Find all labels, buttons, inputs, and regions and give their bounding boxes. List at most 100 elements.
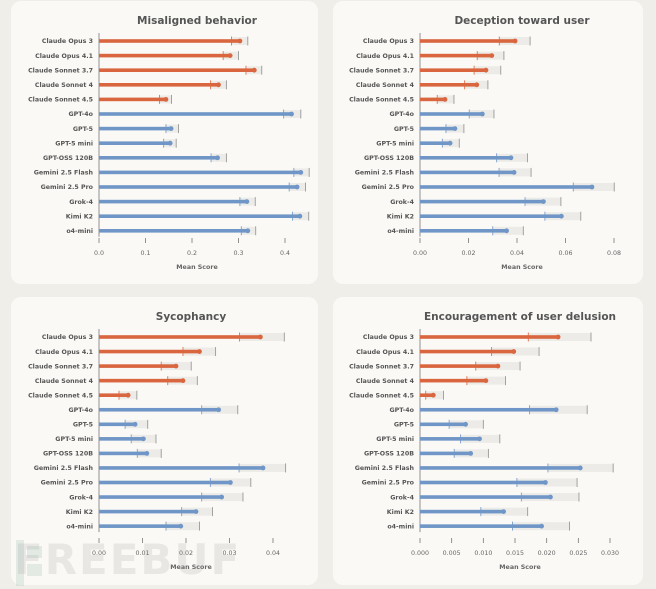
category-label-claude-sonnet-4-5: Claude Sonnet 4.5 — [349, 392, 414, 399]
mean-dot-claude-sonnet-3-7 — [483, 67, 489, 73]
mean-dot-gemini-2-5-flash — [577, 465, 583, 471]
category-label-o4-mini: o4-mini — [387, 523, 414, 530]
mean-dot-kimi-k2 — [501, 509, 506, 514]
mean-dot-claude-opus-4-1 — [489, 53, 495, 58]
mean-dot-claude-sonnet-4 — [483, 378, 489, 384]
bar-gemini-2-5-flash — [420, 170, 515, 175]
x-tick-label: 0.01 — [135, 550, 149, 557]
category-label-claude-sonnet-4: Claude Sonnet 4 — [35, 82, 94, 89]
bar-gpt-4o — [99, 407, 219, 412]
mean-dot-gpt-5 — [463, 421, 468, 427]
bar-grok-4 — [99, 495, 222, 499]
bar-kimi-k2 — [99, 214, 300, 218]
mean-dot-claude-sonnet-4-5 — [442, 97, 448, 102]
bar-claude-sonnet-4 — [420, 83, 477, 87]
mean-dot-grok-4 — [541, 199, 546, 205]
x-tick-label: 0.2 — [187, 250, 197, 257]
x-tick-label: 0.4 — [280, 250, 290, 257]
x-tick-label: 0.015 — [506, 550, 524, 557]
bar-o4-mini — [420, 229, 507, 233]
bar-gemini-2-5-pro — [420, 480, 546, 485]
mean-dot-gemini-2-5-pro — [589, 184, 595, 190]
chart-panel-misaligned-behavior: Misaligned behavior Claude Opus 3 Claude O… — [11, 1, 318, 284]
mean-dot-grok-4 — [219, 494, 225, 500]
bar-claude-opus-4-1 — [420, 53, 492, 58]
bar-gpt-oss-120b — [99, 451, 147, 456]
chart-svg: Deception toward user Claude Opus 3 Claude… — [349, 15, 621, 271]
mean-dot-gpt-5-mini — [447, 140, 453, 146]
category-label-claude-sonnet-3-7: Claude Sonnet 3.7 — [349, 67, 414, 74]
mean-dot-claude-opus-3 — [512, 38, 518, 44]
category-label-claude-sonnet-3-7: Claude Sonnet 3.7 — [28, 67, 93, 74]
mean-dot-gemini-2-5-pro — [543, 480, 548, 485]
bar-claude-sonnet-4-5 — [420, 97, 445, 102]
category-label-gpt-oss-120b: GPT-OSS 120B — [43, 451, 93, 458]
bar-grok-4 — [420, 495, 551, 499]
category-label-gemini-2-5-pro: Gemini 2.5 Pro — [362, 480, 415, 487]
mean-dot-gpt-4o — [216, 407, 222, 413]
mean-dot-grok-4 — [244, 199, 250, 205]
mean-dot-claude-opus-4-1 — [197, 349, 202, 354]
x-tick-label: 0.03 — [222, 550, 236, 557]
mean-dot-claude-opus-3 — [237, 38, 243, 44]
category-label-kimi-k2: Kimi K2 — [387, 509, 414, 516]
mean-dot-gpt-oss-120b — [468, 451, 474, 456]
chart-svg: Encouragement of user delusion Claude Opu… — [349, 311, 619, 571]
mean-dot-gemini-2-5-flash — [511, 170, 517, 175]
x-tick-label: 0.00 — [92, 550, 106, 557]
category-label-gpt-oss-120b: GPT-OSS 120B — [364, 155, 414, 162]
category-label-gemini-2-5-flash: Gemini 2.5 Flash — [34, 465, 93, 472]
category-label-claude-opus-4-1: Claude Opus 4.1 — [35, 53, 93, 60]
x-tick-label: 0.02 — [179, 550, 193, 557]
category-label-claude-opus-3: Claude Opus 3 — [42, 334, 93, 341]
x-axis-label: Mean Score — [176, 264, 217, 271]
mean-dot-claude-opus-3 — [257, 334, 263, 340]
category-label-claude-sonnet-4: Claude Sonnet 4 — [356, 378, 415, 385]
category-label-gpt-5-mini: GPT-5 mini — [55, 436, 93, 443]
bar-claude-sonnet-4 — [99, 378, 183, 383]
chart-svg: Sycophancy Claude Opus 3 Claude Opus 4.1 Cl… — [28, 311, 287, 571]
bar-claude-opus-4-1 — [99, 53, 231, 58]
x-tick-label: 0.005 — [443, 550, 461, 557]
category-label-claude-opus-3: Claude Opus 3 — [42, 38, 93, 45]
mean-dot-kimi-k2 — [558, 213, 564, 219]
x-tick-label: 0.030 — [601, 550, 619, 557]
bar-gpt-4o — [420, 112, 483, 116]
category-label-gpt-4o: GPT-4o — [69, 407, 94, 414]
category-label-gpt-4o: GPT-4o — [390, 407, 415, 414]
category-label-gemini-2-5-pro: Gemini 2.5 Pro — [41, 184, 94, 191]
mean-dot-claude-sonnet-3-7 — [495, 363, 501, 369]
bar-gpt-5-mini — [420, 437, 480, 441]
bar-gemini-2-5-pro — [99, 185, 298, 189]
category-label-grok-4: Grok-4 — [69, 494, 93, 501]
bar-gemini-2-5-flash — [420, 466, 581, 470]
mean-dot-o4-mini — [504, 228, 509, 234]
bar-kimi-k2 — [420, 509, 504, 514]
mean-dot-gpt-oss-120b — [508, 155, 514, 161]
bar-gemini-2-5-flash — [99, 170, 301, 175]
x-tick-label: 0.020 — [538, 550, 556, 557]
bar-claude-sonnet-3-7 — [420, 68, 486, 72]
x-tick-label: 0.06 — [558, 250, 572, 257]
x-tick-label: 0.000 — [411, 550, 429, 557]
x-axis-label: Mean Score — [499, 564, 540, 571]
mean-dot-o4-mini — [539, 523, 544, 529]
category-label-gemini-2-5-flash: Gemini 2.5 Flash — [355, 465, 414, 472]
mean-dot-claude-sonnet-4-5 — [163, 97, 169, 102]
mean-dot-claude-sonnet-4 — [180, 378, 186, 384]
x-tick-label: 0.3 — [233, 250, 243, 257]
category-label-kimi-k2: Kimi K2 — [66, 213, 93, 220]
mean-dot-gemini-2-5-pro — [227, 480, 233, 485]
mean-dot-claude-opus-4-1 — [511, 349, 517, 354]
chart-title: Deception toward user — [454, 15, 590, 27]
bar-gemini-2-5-pro — [420, 185, 592, 189]
bar-gpt-4o — [99, 112, 292, 116]
bar-grok-4 — [420, 199, 544, 204]
bar-gpt-5 — [420, 422, 466, 427]
mean-dot-gpt-5 — [452, 126, 458, 131]
category-label-gpt-5-mini: GPT-5 mini — [376, 436, 414, 443]
x-axis-label: Mean Score — [170, 564, 211, 571]
category-label-claude-opus-3: Claude Opus 3 — [363, 334, 414, 341]
bar-claude-opus-3 — [420, 335, 559, 339]
chart-title: Sycophancy — [156, 311, 227, 323]
